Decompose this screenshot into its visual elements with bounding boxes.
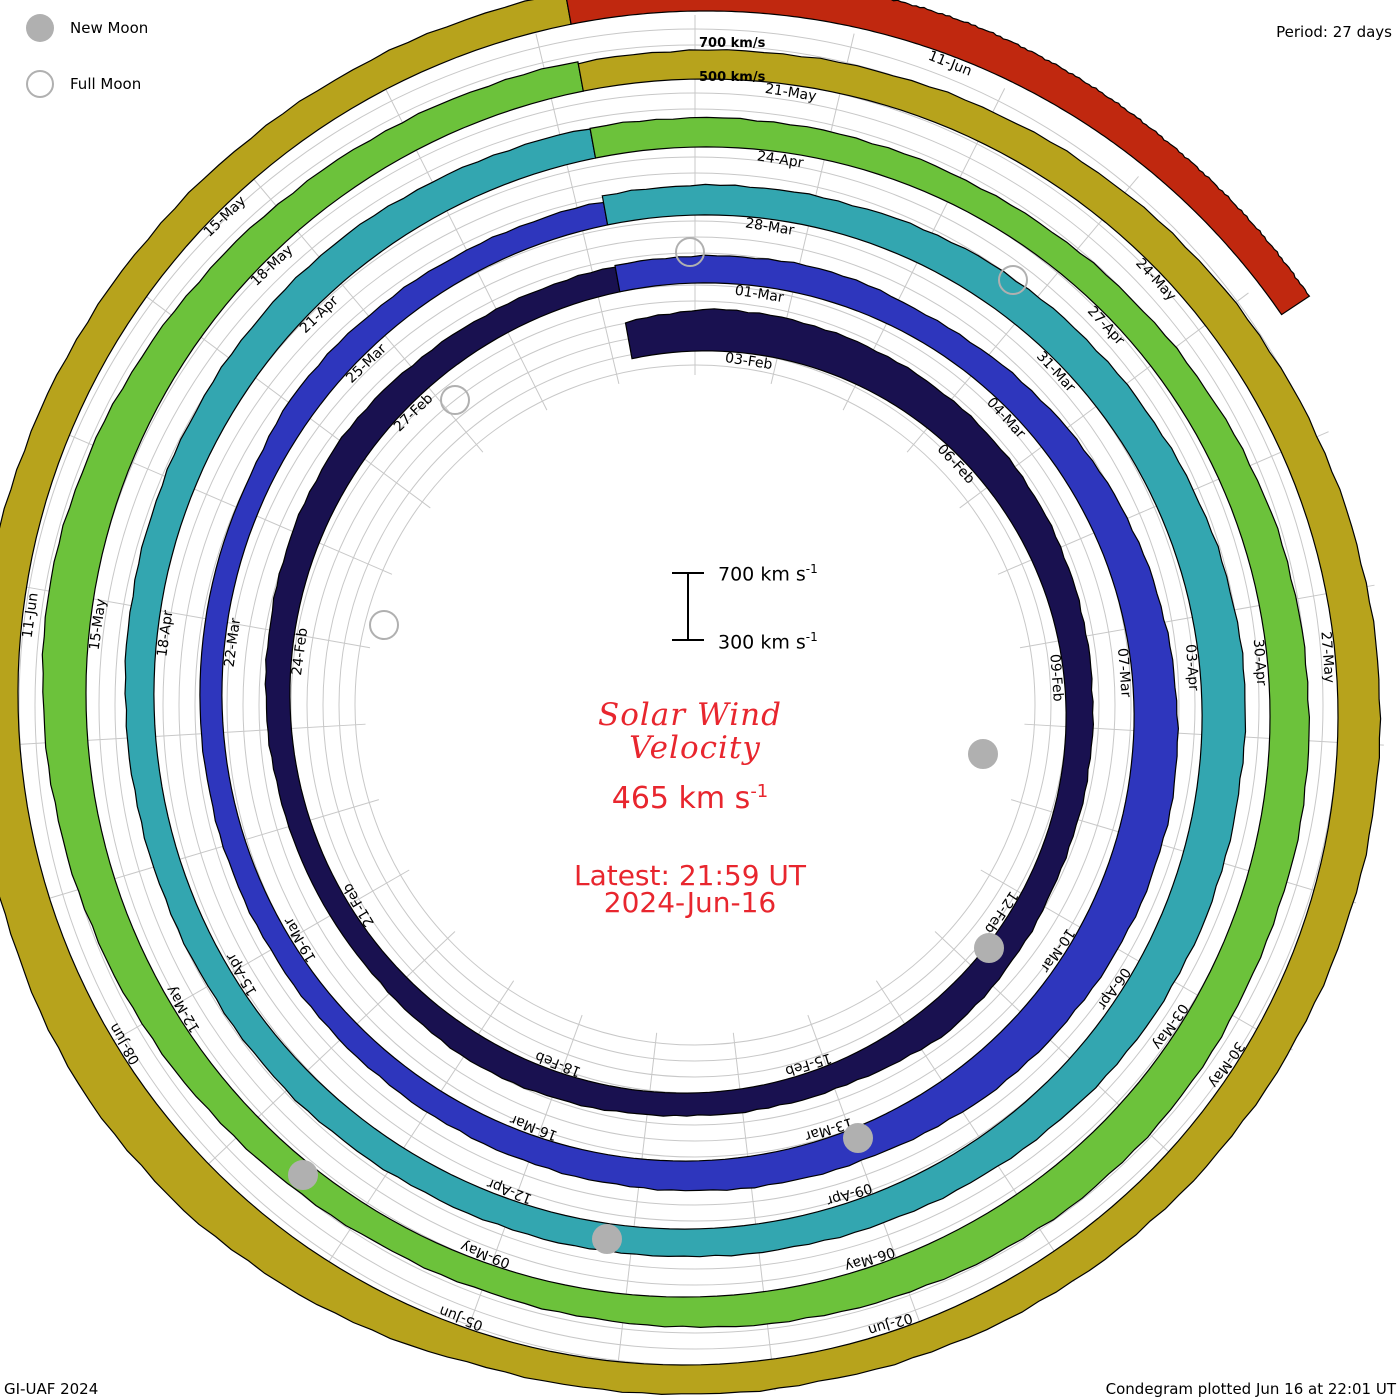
latest-time: Latest: 21:59 UT	[573, 859, 807, 892]
scale-top-value: 700	[718, 563, 755, 586]
scale-top-unit: km s	[760, 563, 806, 586]
legend-new-moon: New Moon	[26, 14, 148, 42]
top-scale-700: 700 km/s	[699, 36, 766, 51]
scale-bar	[672, 572, 704, 641]
date-label: 21-May	[764, 81, 818, 105]
date-label: 30-Apr	[1250, 638, 1269, 686]
footer-credit: GI-UAF 2024	[4, 1380, 99, 1398]
new-moon-marker	[968, 739, 998, 769]
date-label: 28-Mar	[744, 215, 795, 238]
new-moon-marker	[974, 933, 1004, 963]
legend-full-moon-label: Full Moon	[70, 75, 142, 93]
band-rotation-6	[566, 0, 1311, 316]
scale-bottom-value: 300	[718, 631, 755, 654]
new-moon-marker	[288, 1160, 318, 1190]
chart-title-line1: Solar Wind	[597, 697, 782, 733]
date-label: 24-Apr	[756, 148, 805, 171]
full-moon-marker	[998, 265, 1028, 295]
band-rotation-1	[264, 266, 1095, 1117]
current-velocity-unit: km s	[678, 781, 751, 816]
current-velocity-value: 465	[611, 781, 669, 816]
period-label: Period: 27 days	[1276, 23, 1392, 41]
new-moon-marker	[592, 1224, 622, 1254]
date-label: 15-May	[87, 598, 110, 651]
legend-full-moon: Full Moon	[26, 70, 141, 98]
moon-markers	[288, 237, 1028, 1254]
full-moon-marker	[675, 237, 705, 267]
current-velocity-exp: -1	[750, 781, 769, 802]
grid-spoke	[315, 980, 515, 1282]
date-label: 27-May	[1317, 631, 1337, 684]
date-label: 22-Mar	[222, 617, 244, 668]
full-moon-marker	[369, 610, 399, 640]
date-label: 03-Apr	[1182, 644, 1201, 692]
latest-date: 2024-Jun-16	[603, 886, 777, 919]
legend-new-moon-label: New Moon	[70, 19, 149, 37]
top-scale-500: 500 km/s	[699, 70, 766, 85]
chart-title-line2: Velocity	[629, 730, 761, 766]
new-moon-marker	[843, 1123, 873, 1153]
date-label: 07-Mar	[1114, 648, 1134, 699]
date-label: 18-Apr	[154, 609, 176, 658]
scale-top-exp: -1	[805, 562, 818, 576]
new-moon-icon	[26, 14, 54, 42]
date-label: 24-Feb	[289, 627, 311, 676]
grid-spoke	[458, 1014, 583, 1354]
date-label: 03-Feb	[724, 350, 774, 373]
footer-plot-time: Condegram plotted Jun 16 at 22:01 UT	[1105, 1380, 1396, 1398]
date-label: 11-Jun	[20, 592, 42, 639]
full-moon-marker	[440, 385, 470, 415]
full-moon-icon	[26, 70, 54, 98]
scale-bottom-exp: -1	[805, 630, 818, 644]
scale-bottom-label: 300 km s-1	[718, 630, 818, 653]
date-label: 09-Feb	[1046, 653, 1066, 702]
scale-top-label: 700 km s-1	[718, 562, 818, 585]
current-velocity: 465 km s-1	[480, 778, 900, 816]
scale-bottom-unit: km s	[760, 631, 806, 654]
date-label: 01-Mar	[734, 283, 785, 306]
